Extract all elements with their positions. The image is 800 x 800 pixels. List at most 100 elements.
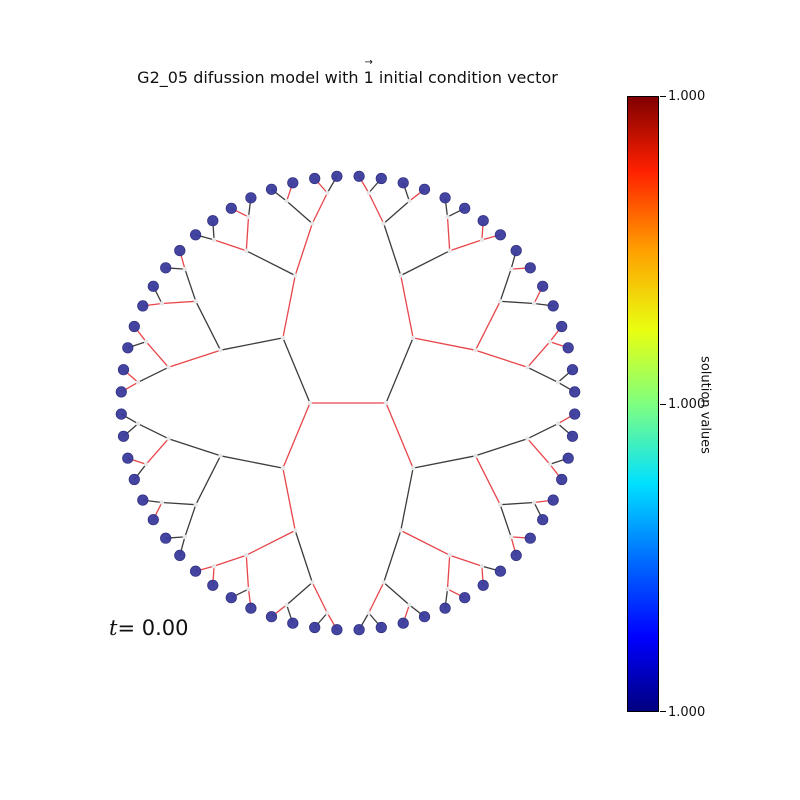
leaf-node [439,192,451,204]
leaf-node [375,172,387,185]
leaf-node [128,473,140,486]
leaf-node [115,408,127,420]
leaf-node [569,408,581,420]
leaf-node [117,364,130,376]
tree-edge [500,501,535,506]
leaf-node [547,494,559,506]
internal-node [398,273,403,278]
leaf-node [265,611,278,623]
tree-edge [474,455,501,505]
tree-edge [474,301,501,351]
tree-edge [286,582,313,606]
tree-edge [168,349,221,368]
leaf-node [524,262,536,274]
leaf-node [397,177,409,189]
tree-edge [383,223,402,276]
internal-node [407,602,412,608]
tree-edge [282,337,311,404]
internal-node [473,348,478,353]
tree-edge [282,467,296,531]
leaf-node [137,494,149,506]
internal-node [508,266,514,272]
leaf-node [225,592,237,604]
tree-edge [220,337,284,351]
internal-node [182,534,188,540]
leaf-node [117,430,130,442]
internal-node [143,462,149,467]
internal-node [159,500,165,505]
internal-node [246,214,251,220]
tree-edge [213,554,247,567]
internal-node [246,586,251,592]
internal-node [166,436,171,441]
tree-edge [527,341,551,368]
tree-edge [311,582,328,614]
leaf-node [137,300,149,312]
leaf-node [556,473,568,486]
leaf-layer [115,170,581,636]
tree-edge [412,337,476,351]
time-value: = 0.00 [117,616,189,640]
tree-edge [400,467,414,531]
leaf-node [566,430,579,442]
internal-node [244,248,249,253]
internal-node [381,221,386,226]
leaf-node [207,579,219,591]
tree-edge [475,438,528,457]
leaf-node [537,514,549,526]
leaf-node [510,245,522,257]
leaf-node [494,229,507,241]
tree-edge [282,275,296,339]
internal-node [407,198,412,204]
internal-node [398,528,403,533]
internal-node [211,237,217,243]
leaf-node [309,172,321,185]
leaf-node [375,621,387,634]
leaf-node [147,280,159,292]
internal-node [293,528,298,533]
tree-edge [400,529,450,556]
tree-edge [245,216,250,251]
colorbar-tick-label-bottom: 1.000 [668,705,706,720]
leaf-node [225,202,237,214]
internal-node [525,436,530,441]
leaf-node [537,280,549,292]
leaf-node [556,320,568,333]
leaf-node [547,300,559,312]
colorbar-tick-bottom [660,711,666,712]
tree-edge [245,555,250,590]
internal-node [218,348,223,353]
leaf-node [494,565,507,577]
tree-edge [449,554,483,567]
internal-node [366,190,371,196]
tree-edge [195,301,222,351]
tree-edge [286,200,313,224]
leaf-node [418,611,431,623]
leaf-node [265,183,278,195]
colorbar-tick-top [660,96,666,97]
leaf-node [160,532,172,544]
edge-layer [120,175,576,631]
leaf-node [174,549,186,562]
colorbar [627,96,659,712]
leaf-node [115,386,127,398]
tree-edge [527,423,559,440]
leaf-node [439,602,451,614]
tree-edge [246,250,296,277]
internal-node [244,553,249,558]
leaf-node [128,320,140,333]
leaf-node [353,170,365,182]
tree-edge [195,455,222,505]
internal-node [498,299,503,304]
internal-node [555,421,561,426]
tree-edge [449,239,483,252]
tree-edge [400,250,450,277]
internal-node [135,421,141,426]
internal-node [280,465,286,471]
internal-node [531,301,537,306]
internal-node [445,586,450,592]
leaf-node [331,624,343,636]
internal-node [508,534,514,540]
tree-edge [184,504,197,538]
tree-edge [168,438,221,457]
